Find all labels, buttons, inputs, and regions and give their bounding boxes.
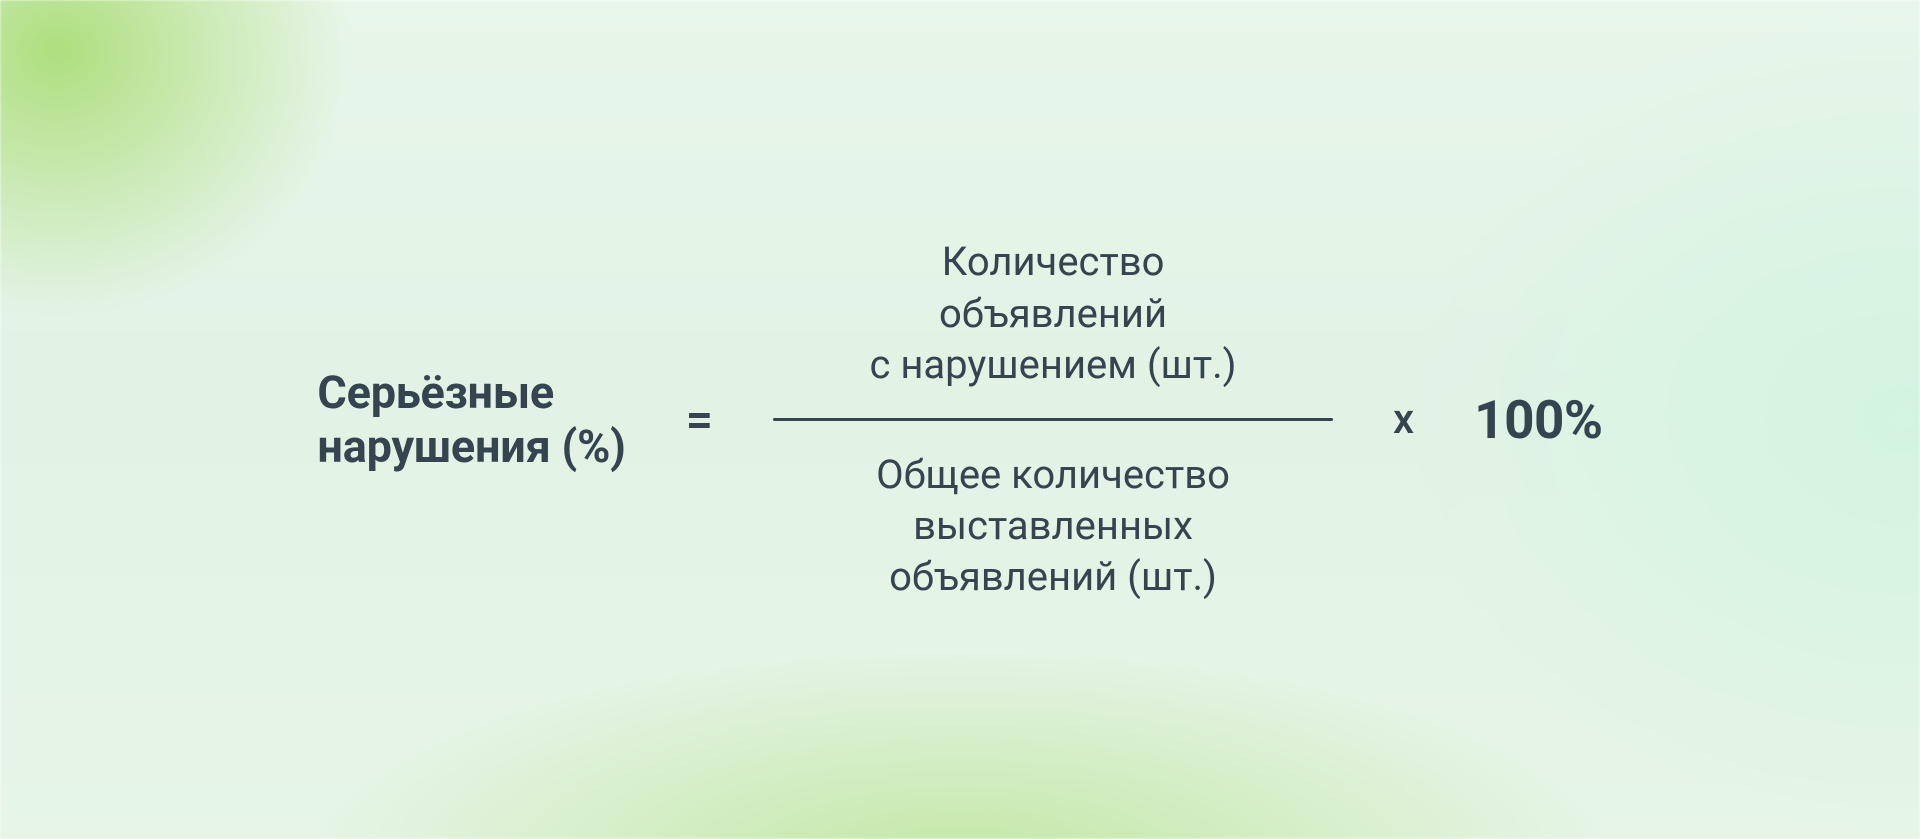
fraction-bar <box>773 418 1333 421</box>
denominator-line1: Общее количество <box>876 449 1230 500</box>
numerator: Количество объявлений с нарушением (шт.) <box>869 236 1236 390</box>
formula-lhs: Серьёзные нарушения (%) <box>317 366 625 472</box>
denominator: Общее количество выставленных объявлений… <box>876 449 1230 603</box>
lhs-line1: Серьёзные <box>317 366 625 419</box>
multiply-sign: х <box>1393 395 1414 444</box>
denominator-line3: объявлений (шт.) <box>876 551 1230 602</box>
numerator-line1: Количество <box>869 236 1236 287</box>
lhs-line2: нарушения (%) <box>317 420 625 473</box>
formula-rhs: 100% <box>1474 389 1602 451</box>
fraction: Количество объявлений с нарушением (шт.)… <box>773 236 1333 602</box>
equals-sign: = <box>686 391 713 448</box>
formula: Серьёзные нарушения (%) = Количество объ… <box>0 0 1920 839</box>
denominator-line2: выставленных <box>876 500 1230 551</box>
numerator-line2: объявлений <box>869 288 1236 339</box>
numerator-line3: с нарушением (шт.) <box>869 339 1236 390</box>
